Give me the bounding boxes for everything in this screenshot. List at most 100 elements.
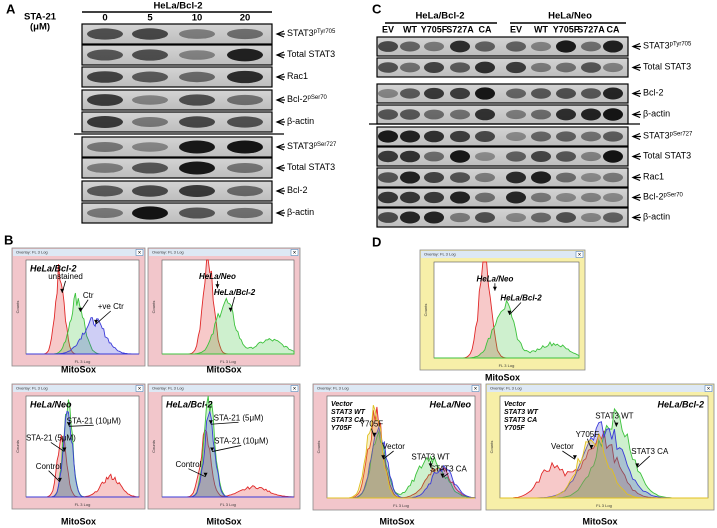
- blot-band: [87, 185, 123, 197]
- lane-label: Y705F: [553, 24, 580, 34]
- annotation-arrow: [562, 450, 576, 460]
- blot-band: [227, 116, 263, 128]
- blot-strip: [376, 57, 629, 78]
- window-title: Overlay: FL 3 Log: [16, 250, 48, 255]
- band-name: Bcl-2: [643, 192, 664, 202]
- blot-band: [87, 49, 123, 61]
- histogram-area: [26, 317, 139, 355]
- blot-band: [400, 171, 420, 184]
- histogram-title: HeLa/Bcl-2: [657, 399, 704, 409]
- panel-label: C: [372, 1, 382, 16]
- blot-band: [227, 48, 263, 62]
- blot-band: [132, 71, 168, 83]
- band-sup: pSer70: [308, 95, 328, 101]
- histogram-window: Overlay: FL 3 Log × Counts FL 3 Log HeLa/Neo…: [312, 383, 482, 511]
- close-button: [135, 385, 144, 392]
- band-name: STAT3: [287, 141, 314, 151]
- blot-band: [603, 131, 623, 142]
- blot-band: [132, 117, 168, 127]
- group-label: HeLa/Bcl-2: [415, 11, 464, 22]
- blot-band: [424, 211, 444, 224]
- y-label: Counts: [15, 440, 20, 453]
- blot-band: [531, 109, 551, 120]
- band-sup: pTyr705: [670, 41, 692, 47]
- blot-band: [603, 193, 623, 202]
- blot-band: [87, 208, 123, 218]
- blot-band: [581, 131, 601, 142]
- blot-band: [450, 109, 470, 120]
- histogram-window: Overlay: FL 3 Log × Counts FL 3 Log HeLa/Bcl…: [11, 247, 146, 367]
- arrow-head: [66, 422, 71, 427]
- group-label: HeLa/Neo: [548, 11, 592, 22]
- histogram-title: HeLa/Neo: [30, 399, 72, 409]
- blot-band: [603, 150, 623, 163]
- blot-band: [603, 62, 623, 73]
- legend-entry: Vector: [504, 401, 527, 408]
- arrow-head: [492, 286, 497, 291]
- blot-band: [475, 61, 495, 74]
- blot-band: [378, 130, 398, 143]
- band-name: Total STAT3: [643, 62, 691, 72]
- histogram-window: Overlay: FL 3 Log × Counts FL 3 Log HeLa/Neo…: [147, 247, 301, 367]
- lane-label: CA: [607, 24, 620, 34]
- blot-band: [450, 191, 470, 204]
- lane-label: S727A: [577, 24, 605, 34]
- legend-entry: STAT3 CA: [331, 417, 364, 424]
- blot-band: [400, 62, 420, 73]
- y-label: Counts: [316, 441, 321, 454]
- blot-band: [475, 212, 495, 223]
- title-bar: [149, 385, 299, 392]
- histogram-area: [162, 411, 294, 498]
- annotation: Control: [176, 460, 202, 469]
- band-label: β-actin: [287, 116, 314, 126]
- blot-band: [506, 151, 526, 162]
- y-label: Counts: [151, 440, 156, 453]
- blot-band: [581, 62, 601, 73]
- legend-entry: STAT3 WT: [331, 409, 366, 416]
- blot-band: [227, 94, 263, 106]
- blot-band: [400, 41, 420, 52]
- blot-band: [378, 62, 398, 73]
- blot-band: [227, 207, 263, 219]
- arrow-head: [210, 447, 215, 452]
- blot-band: [450, 212, 470, 223]
- plot-area: [433, 261, 580, 359]
- blot-band: [424, 151, 444, 162]
- blot-band: [179, 207, 215, 219]
- arrow-head: [78, 307, 83, 312]
- close-button: [290, 385, 299, 392]
- caption: MitoSox: [380, 516, 415, 526]
- window-title: Overlay: FL 3 Log: [152, 250, 184, 255]
- caption: MitoSox: [207, 364, 242, 374]
- blot-band: [400, 109, 420, 120]
- x-label: FL 3 Log: [75, 359, 91, 364]
- band-name: STAT3: [287, 28, 314, 38]
- blot-band: [424, 130, 444, 143]
- blot-band: [378, 41, 398, 52]
- plot-area: [25, 259, 140, 355]
- close-button: [704, 385, 713, 392]
- band-label: STAT3pSer727: [287, 141, 337, 151]
- band-label: β-actin: [643, 109, 670, 119]
- blot-band: [506, 41, 526, 52]
- band-label: Total STAT3: [287, 162, 335, 172]
- blot-band: [227, 28, 263, 40]
- cell-line: HeLa/Bcl-2: [153, 1, 202, 12]
- band-label: β-actin: [287, 207, 314, 217]
- annotation-arrow: [68, 424, 94, 427]
- arrow-head: [215, 284, 220, 289]
- band-label: Bcl-2pSer70: [287, 94, 328, 104]
- blot-band: [227, 70, 263, 84]
- arrow-head: [589, 445, 594, 450]
- annotation: unstained: [48, 272, 83, 281]
- blot-band: [475, 131, 495, 142]
- histogram-area: [162, 297, 295, 355]
- caption: MitoSox: [583, 516, 618, 526]
- blot-band: [400, 88, 420, 99]
- arrow-head: [507, 310, 512, 315]
- arrow-head: [635, 463, 640, 468]
- annotation-arrow: [79, 299, 89, 312]
- annotation-arrow: [95, 310, 112, 325]
- panel-label: D: [372, 234, 381, 249]
- blot-band: [179, 50, 215, 60]
